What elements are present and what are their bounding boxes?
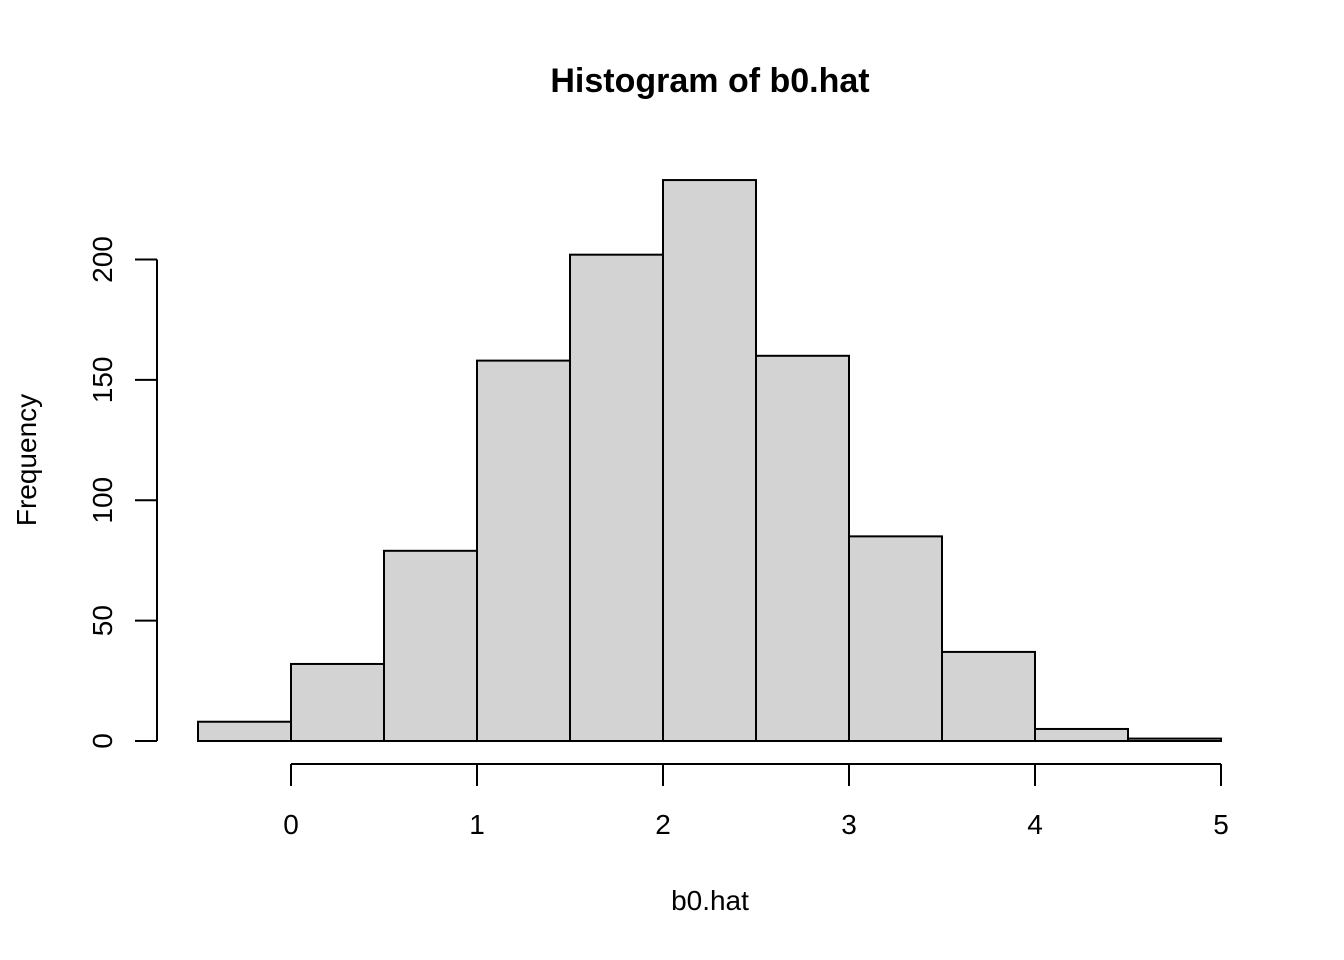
y-tick-label: 50 (87, 605, 118, 636)
x-tick-label: 1 (469, 809, 485, 840)
histogram-bar (848, 535, 943, 742)
histogram-bar (569, 253, 664, 742)
x-tick-label: 3 (841, 809, 857, 840)
histogram-bar (941, 650, 1036, 742)
x-axis: 0 1 2 3 4 5 (283, 763, 1229, 840)
histogram-bar (662, 179, 757, 743)
y-axis-label: Frequency (11, 394, 42, 526)
y-tick-label: 200 (87, 236, 118, 283)
chart-title: Histogram of b0.hat (550, 62, 869, 100)
histogram-bar (197, 720, 292, 742)
x-tick-label: 0 (283, 809, 299, 840)
x-axis-label: b0.hat (671, 885, 749, 916)
histogram-bar (755, 354, 850, 742)
y-tick-label: 100 (87, 477, 118, 524)
histogram-bar (476, 359, 571, 742)
y-tick-label: 0 (87, 733, 118, 749)
histogram-bar (1127, 737, 1222, 743)
histogram-bar (290, 662, 385, 743)
histogram-bar (383, 549, 478, 742)
x-tick-label: 5 (1213, 809, 1229, 840)
histogram-bars (197, 179, 1222, 743)
x-tick-label: 4 (1027, 809, 1043, 840)
y-axis: 0 50 100 150 200 (87, 236, 158, 749)
x-tick-label: 2 (655, 809, 671, 840)
histogram-bar (1034, 727, 1129, 743)
y-tick-label: 150 (87, 357, 118, 404)
